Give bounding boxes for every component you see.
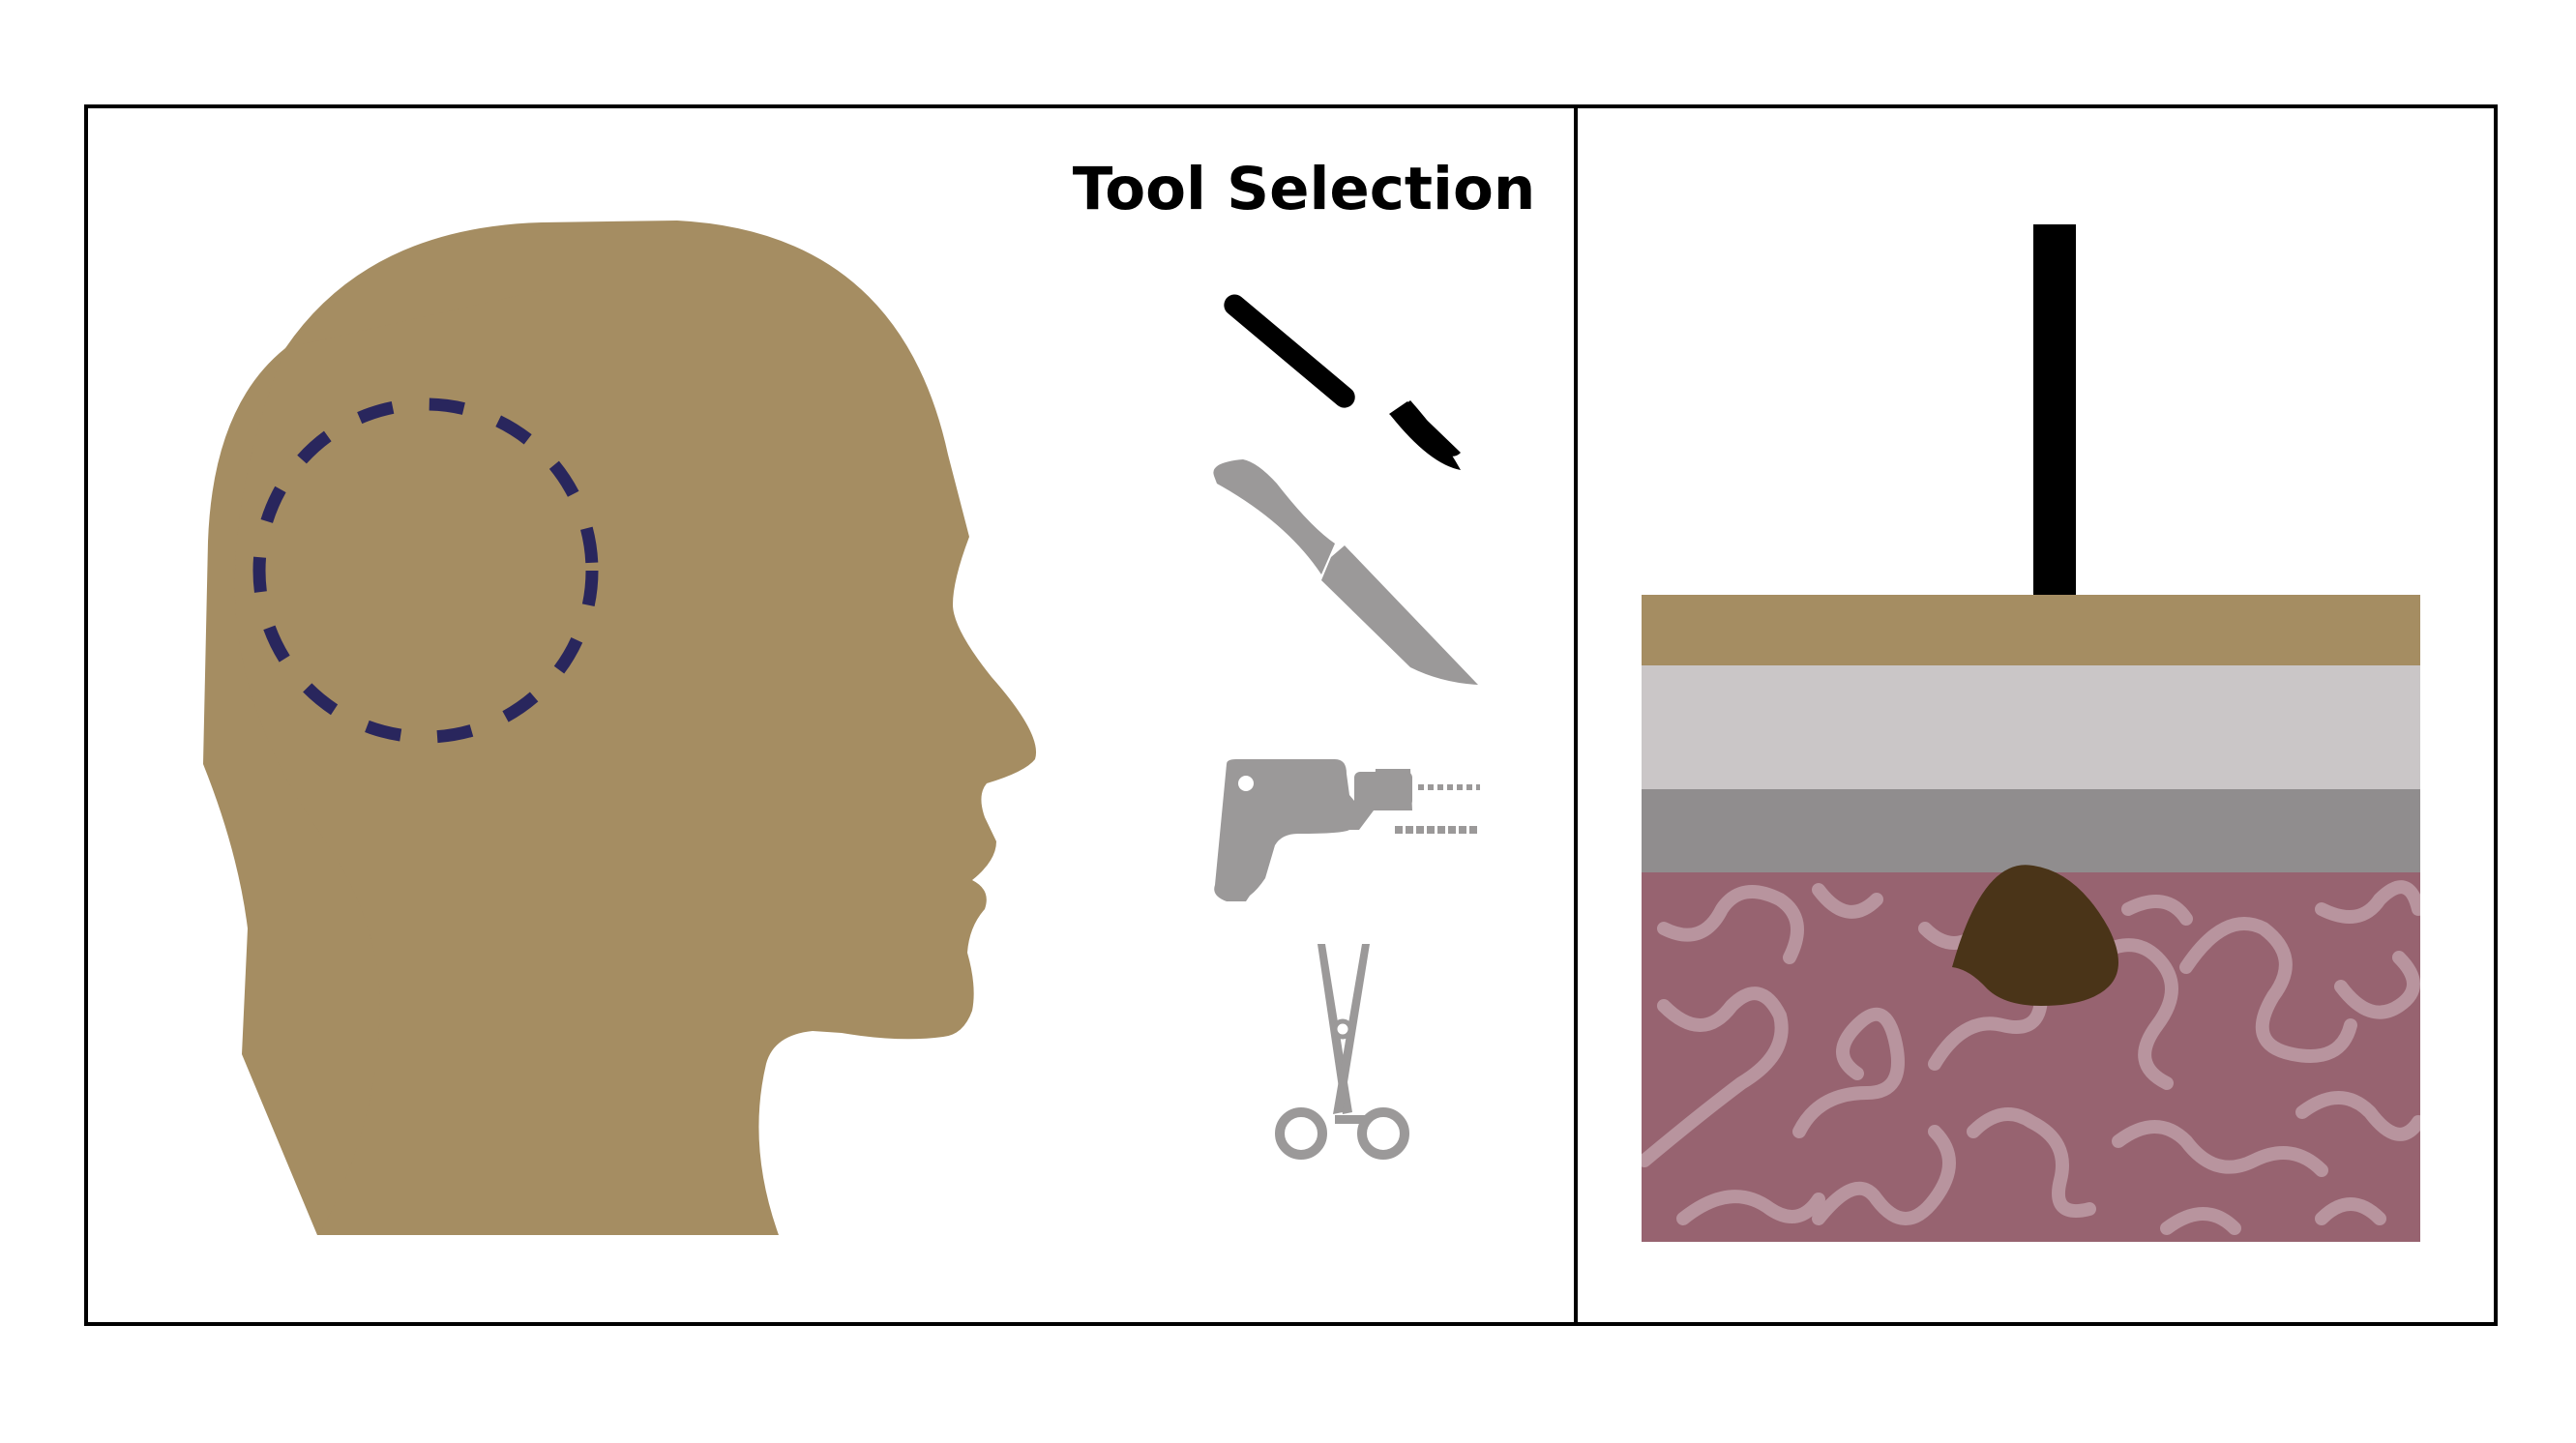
surgical-probe[interactable] <box>2033 224 2076 595</box>
skull-inner-layer <box>1642 789 2420 872</box>
tool-selection-title: Tool Selection <box>1073 155 1536 223</box>
skull-outer-layer <box>1642 665 2420 789</box>
skin-layer <box>1642 595 2420 665</box>
